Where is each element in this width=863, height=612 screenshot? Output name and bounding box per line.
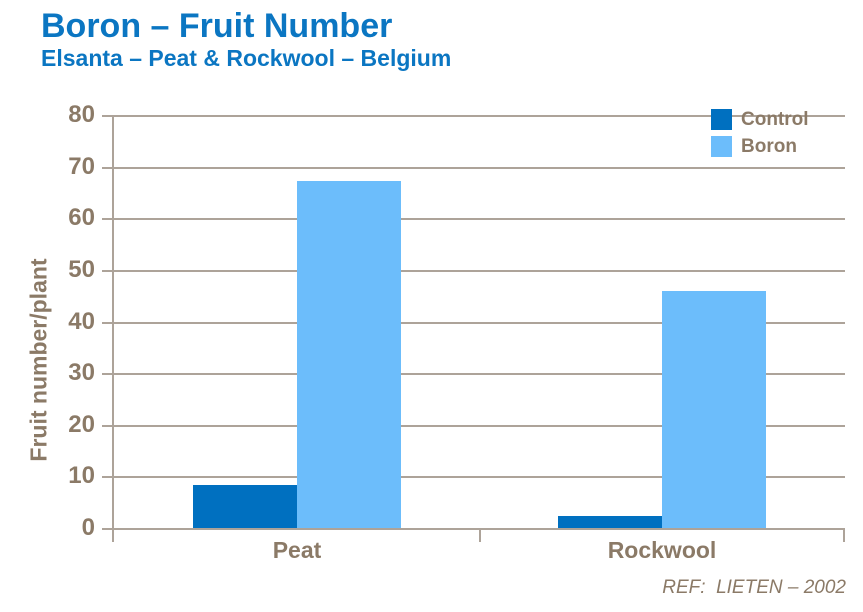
y-axis-tick-30 [102,373,114,375]
y-axis-tick-20 [102,425,114,427]
x-axis-tick-1 [479,528,481,542]
control-color-swatch [711,109,732,130]
y-axis-tick-label-70: 70 [68,153,95,180]
legend: Control Boron [711,109,809,163]
reference-text: REF: LIETEN – 2002 [662,577,846,598]
y-axis-tick-label-40: 40 [68,308,95,335]
x-category-label-rockwool: Rockwool [607,537,717,563]
x-axis-tick-2 [843,528,845,542]
y-axis-tick-label-0: 0 [81,514,95,541]
y-axis-tick-50 [102,270,114,272]
gridline-40 [114,322,845,324]
legend-item-control: Control [711,109,809,130]
legend-label-boron: Boron [741,136,797,157]
gridline-20 [114,425,845,427]
y-axis-tick-label-10: 10 [68,462,95,489]
legend-item-boron: Boron [711,136,809,157]
gridline-50 [114,270,845,272]
bar-control-peat [193,485,297,528]
x-axis-tick-0 [112,528,114,542]
gridline-10 [114,476,845,478]
x-category-label-peat: Peat [272,537,322,563]
y-axis-tick-label-30: 30 [68,359,95,386]
y-axis-tick-label-50: 50 [68,256,95,283]
bar-control-rockwool [558,516,662,528]
plot-area [102,115,845,542]
page-title: Boron – Fruit Number [41,7,393,45]
y-axis-tick-40 [102,322,114,324]
y-axis-tick-80 [102,115,114,117]
bar-boron-peat [297,181,401,528]
y-axis-tick-10 [102,476,114,478]
boron-color-swatch [711,136,732,157]
y-axis-tick-label-20: 20 [68,411,95,438]
gridline-70 [114,167,845,169]
gridline-30 [114,373,845,375]
y-axis-tick-0 [102,528,114,530]
y-axis-tick-70 [102,167,114,169]
page-subtitle: Elsanta – Peat & Rockwool – Belgium [41,45,452,71]
legend-label-control: Control [741,109,809,130]
y-axis-tick-60 [102,218,114,220]
bar-boron-rockwool [662,291,766,528]
y-axis-tick-label-60: 60 [68,204,95,231]
gridline-80 [114,115,845,117]
gridline-60 [114,218,845,220]
y-axis-tick-label-80: 80 [68,101,95,128]
